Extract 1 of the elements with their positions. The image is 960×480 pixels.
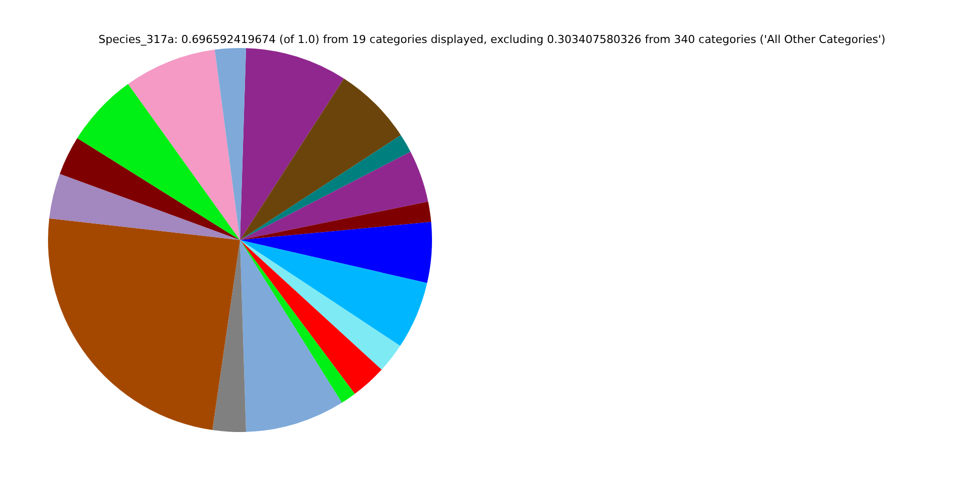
text: Species_317a: 0.696592419674 (of 1.0) from 19 categories displayed, excluding 0.303407580326 from 340 categories ('All Other Categories')	[98, 33, 886, 46]
